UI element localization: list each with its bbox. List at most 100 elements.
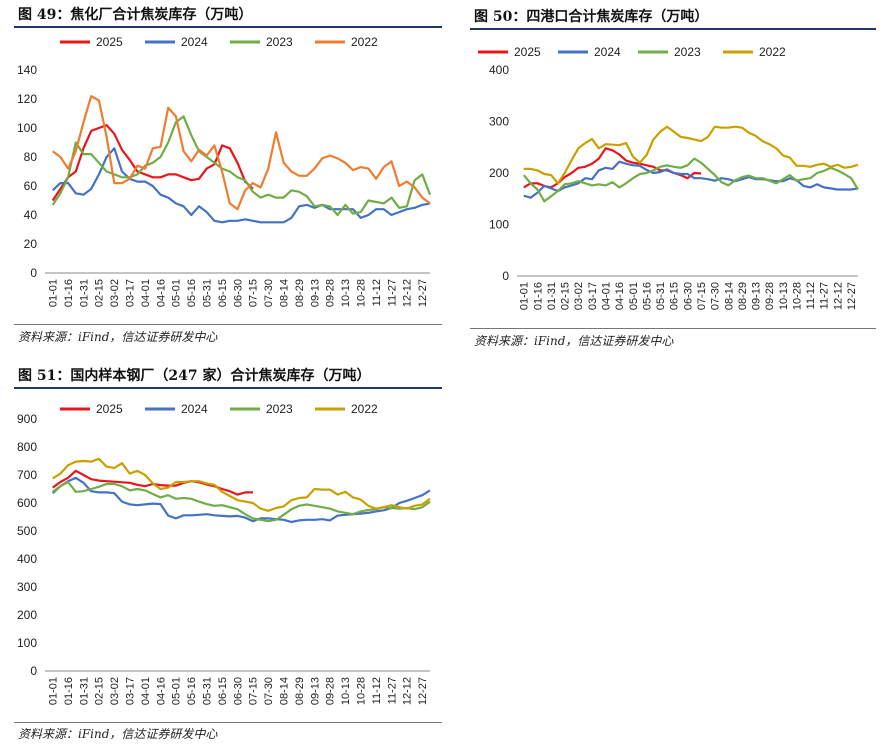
y-tick-label: 140 (17, 63, 37, 77)
x-tick-label: 04-01 (140, 677, 152, 705)
x-tick-label: 03-17 (587, 282, 599, 310)
x-tick-label: 05-16 (641, 282, 653, 310)
x-tick-label: 09-28 (764, 282, 776, 310)
x-tick-label: 01-01 (519, 282, 531, 310)
y-tick-label: 40 (24, 208, 38, 222)
y-tick-label: 600 (17, 496, 37, 510)
x-tick-label: 08-29 (294, 279, 306, 307)
x-tick-label: 05-16 (186, 677, 198, 705)
x-tick-label: 06-30 (232, 677, 244, 705)
x-tick-label: 12-12 (402, 677, 414, 705)
x-tick-label: 09-28 (325, 677, 337, 705)
figure-51-title: 图 51：国内样本钢厂（247 家）合计焦炭库存（万吨） (18, 368, 371, 384)
y-tick-label: 0 (502, 269, 509, 283)
x-tick-label: 10-13 (340, 279, 352, 307)
x-tick-label: 04-16 (614, 282, 626, 310)
x-tick-label: 11-27 (819, 282, 831, 309)
series-line-2023 (52, 480, 431, 523)
x-tick-label: 01-31 (546, 282, 558, 310)
legend-label-2022: 2022 (351, 35, 378, 49)
x-tick-label: 07-15 (696, 282, 708, 310)
x-tick-label: 05-31 (655, 282, 667, 310)
x-tick-label: 11-12 (371, 279, 383, 306)
steel-mill-inventory-chart: 0 100 200 300 400 500 600 700 800 900 01-01 01-16 01… (17, 402, 431, 705)
legend-label-2024: 2024 (181, 35, 208, 49)
x-tick-label: 07-15 (248, 279, 260, 307)
y-tick-label: 20 (24, 237, 38, 251)
x-tick-label: 02-15 (94, 279, 106, 307)
series-line-2024 (51, 476, 431, 524)
x-tick-label: 06-30 (682, 282, 694, 310)
x-tick-label: 10-13 (778, 282, 790, 310)
x-tick-label: 12-27 (846, 282, 858, 310)
series-line-2023 (51, 115, 432, 217)
x-tick-label: 03-02 (573, 282, 585, 310)
figure-49-title-rule (14, 26, 442, 28)
x-tick-label: 08-29 (737, 282, 749, 310)
x-tick-label: 11-27 (386, 677, 398, 704)
x-tick-label: 11-27 (386, 279, 398, 306)
x-tick-label: 10-28 (791, 282, 803, 310)
figure-49-source-rule (14, 324, 442, 325)
legend-label-2023: 2023 (674, 45, 701, 59)
x-tick-label: 03-17 (125, 279, 137, 307)
x-tick-label: 01-31 (78, 279, 90, 307)
x-tick-label: 01-01 (48, 279, 60, 307)
legend-label-2023: 2023 (266, 402, 293, 416)
y-tick-label: 300 (489, 115, 509, 129)
series-line-2022 (52, 457, 431, 512)
series-line-2022 (523, 125, 859, 185)
x-tick-label: 12-12 (832, 282, 844, 310)
x-tick-label: 05-01 (171, 279, 183, 307)
legend-label-2024: 2024 (594, 45, 621, 59)
x-tick-label: 04-16 (155, 279, 167, 307)
figure-50-title-rule (470, 28, 876, 30)
series-line-2023 (522, 157, 859, 203)
legend-label-2022: 2022 (351, 402, 378, 416)
x-tick-label: 01-31 (78, 677, 90, 705)
x-tick-label: 05-31 (202, 279, 214, 307)
series-line-2022 (52, 94, 431, 211)
x-tick-label: 03-02 (109, 677, 121, 705)
x-tick-label: 06-15 (669, 282, 681, 310)
x-tick-label: 12-27 (417, 279, 429, 307)
x-tick-label: 01-01 (48, 677, 60, 705)
y-tick-label: 400 (489, 63, 509, 77)
x-tick-label: 09-13 (309, 677, 321, 705)
x-tick-label: 07-30 (263, 279, 275, 307)
x-tick-label: 01-16 (63, 677, 75, 705)
x-tick-label: 04-16 (155, 677, 167, 705)
figure-51-source-rule (14, 722, 442, 723)
x-tick-label: 05-01 (171, 677, 183, 705)
figure-50-title: 图 50：四港口合计焦炭库存（万吨） (474, 9, 709, 25)
x-tick-label: 10-28 (356, 279, 368, 307)
x-tick-label: 01-16 (63, 279, 75, 307)
x-tick-label: 08-29 (294, 677, 306, 705)
x-tick-label: 05-01 (628, 282, 640, 310)
x-tick-label: 03-02 (109, 279, 121, 307)
y-tick-label: 700 (17, 468, 37, 482)
legend-label-2025: 2025 (96, 35, 123, 49)
y-tick-label: 800 (17, 440, 37, 454)
x-tick-label: 12-12 (402, 279, 414, 307)
x-tick-label: 09-13 (309, 279, 321, 307)
y-tick-label: 0 (30, 664, 37, 678)
figure-50-source-rule (470, 328, 876, 329)
legend-label-2025: 2025 (514, 45, 541, 59)
x-tick-label: 03-17 (125, 677, 137, 705)
x-tick-label: 07-30 (710, 282, 722, 310)
y-tick-label: 0 (30, 266, 37, 280)
x-tick-label: 10-13 (340, 677, 352, 705)
x-tick-label: 04-01 (601, 282, 613, 310)
series-line-2024 (51, 147, 431, 224)
y-tick-label: 400 (17, 552, 37, 566)
x-tick-label: 02-15 (560, 282, 572, 310)
x-tick-label: 04-01 (140, 279, 152, 307)
figure-50-source: 资料来源：iFind，信达证券研发中心 (474, 334, 674, 348)
x-tick-label: 01-16 (532, 282, 544, 310)
x-tick-label: 09-13 (751, 282, 763, 310)
x-tick-label: 06-15 (217, 279, 229, 307)
x-tick-label: 08-14 (279, 677, 291, 705)
x-tick-label: 05-16 (186, 279, 198, 307)
y-tick-label: 500 (17, 524, 37, 538)
